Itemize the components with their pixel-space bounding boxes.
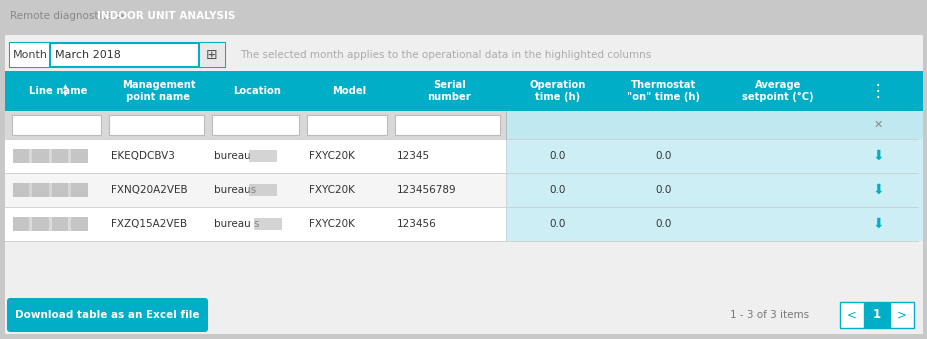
Text: ▲: ▲ bbox=[62, 84, 68, 89]
Text: FXYC20K: FXYC20K bbox=[309, 185, 354, 195]
FancyBboxPatch shape bbox=[32, 183, 49, 197]
Text: INDOOR UNIT ANALYSIS: INDOOR UNIT ANALYSIS bbox=[97, 11, 235, 21]
Text: <: < bbox=[846, 308, 856, 321]
FancyBboxPatch shape bbox=[32, 217, 49, 231]
Text: Download table as an Excel file: Download table as an Excel file bbox=[15, 310, 199, 320]
Text: Operation
time (h): Operation time (h) bbox=[528, 80, 585, 102]
FancyBboxPatch shape bbox=[52, 217, 69, 231]
FancyBboxPatch shape bbox=[864, 302, 888, 328]
FancyBboxPatch shape bbox=[13, 183, 88, 197]
FancyBboxPatch shape bbox=[13, 183, 30, 197]
FancyBboxPatch shape bbox=[32, 149, 49, 163]
FancyBboxPatch shape bbox=[13, 149, 30, 163]
Text: bureau: bureau bbox=[214, 151, 254, 161]
FancyBboxPatch shape bbox=[211, 115, 298, 135]
Text: ⬇: ⬇ bbox=[871, 217, 883, 231]
FancyBboxPatch shape bbox=[12, 115, 101, 135]
Text: The selected month applies to the operational data in the highlighted columns: The selected month applies to the operat… bbox=[240, 50, 651, 60]
FancyBboxPatch shape bbox=[5, 139, 505, 173]
FancyBboxPatch shape bbox=[10, 43, 224, 67]
FancyBboxPatch shape bbox=[5, 35, 922, 71]
Text: FXZQ15A2VEB: FXZQ15A2VEB bbox=[111, 219, 187, 229]
Text: ⬇: ⬇ bbox=[871, 183, 883, 197]
Text: ⬇: ⬇ bbox=[871, 149, 883, 163]
FancyBboxPatch shape bbox=[5, 173, 505, 207]
FancyBboxPatch shape bbox=[505, 111, 922, 139]
Text: 123456789: 123456789 bbox=[397, 185, 456, 195]
Text: 0.0: 0.0 bbox=[654, 219, 671, 229]
FancyBboxPatch shape bbox=[10, 43, 50, 67]
FancyBboxPatch shape bbox=[307, 115, 387, 135]
FancyBboxPatch shape bbox=[71, 217, 88, 231]
FancyBboxPatch shape bbox=[505, 139, 922, 173]
FancyBboxPatch shape bbox=[71, 149, 88, 163]
Text: >: > bbox=[896, 308, 906, 321]
Text: 1: 1 bbox=[872, 308, 880, 321]
Text: Management
point name: Management point name bbox=[121, 80, 195, 102]
FancyBboxPatch shape bbox=[13, 217, 30, 231]
Text: Remote diagnostics >: Remote diagnostics > bbox=[10, 11, 128, 21]
Text: Model: Model bbox=[332, 86, 365, 96]
Text: Serial
number: Serial number bbox=[427, 80, 471, 102]
Text: ⊞: ⊞ bbox=[206, 48, 218, 62]
Text: ✕: ✕ bbox=[872, 120, 882, 130]
Text: bureau s: bureau s bbox=[214, 219, 260, 229]
FancyBboxPatch shape bbox=[52, 149, 69, 163]
Text: 12345: 12345 bbox=[397, 151, 429, 161]
Text: Location: Location bbox=[234, 86, 281, 96]
FancyBboxPatch shape bbox=[0, 0, 927, 32]
FancyBboxPatch shape bbox=[108, 115, 204, 135]
FancyBboxPatch shape bbox=[52, 183, 69, 197]
FancyBboxPatch shape bbox=[254, 218, 282, 230]
FancyBboxPatch shape bbox=[198, 43, 224, 67]
FancyBboxPatch shape bbox=[5, 111, 505, 139]
Text: FXYC20K: FXYC20K bbox=[309, 219, 354, 229]
FancyBboxPatch shape bbox=[889, 302, 913, 328]
Text: 0.0: 0.0 bbox=[654, 185, 671, 195]
Text: 0.0: 0.0 bbox=[654, 151, 671, 161]
FancyBboxPatch shape bbox=[505, 173, 922, 207]
Text: Month: Month bbox=[12, 50, 47, 60]
Text: FXYC20K: FXYC20K bbox=[309, 151, 354, 161]
FancyBboxPatch shape bbox=[395, 115, 500, 135]
Text: bureaus: bureaus bbox=[214, 185, 256, 195]
FancyBboxPatch shape bbox=[248, 150, 276, 162]
FancyBboxPatch shape bbox=[5, 71, 922, 111]
FancyBboxPatch shape bbox=[839, 302, 863, 328]
Text: March 2018: March 2018 bbox=[55, 50, 121, 60]
Text: ⋮: ⋮ bbox=[869, 82, 885, 100]
FancyBboxPatch shape bbox=[248, 184, 276, 196]
FancyBboxPatch shape bbox=[5, 207, 505, 241]
Text: 1 - 3 of 3 items: 1 - 3 of 3 items bbox=[730, 310, 808, 320]
Text: FXNQ20A2VEB: FXNQ20A2VEB bbox=[111, 185, 187, 195]
FancyBboxPatch shape bbox=[7, 298, 208, 332]
Text: 0.0: 0.0 bbox=[549, 185, 565, 195]
Text: 0.0: 0.0 bbox=[549, 151, 565, 161]
FancyBboxPatch shape bbox=[505, 207, 922, 241]
Text: Line name: Line name bbox=[30, 86, 87, 96]
Text: Average
setpoint (°C): Average setpoint (°C) bbox=[742, 80, 813, 102]
Text: ▼: ▼ bbox=[62, 93, 68, 98]
Text: 0.0: 0.0 bbox=[549, 219, 565, 229]
FancyBboxPatch shape bbox=[71, 183, 88, 197]
Text: EKEQDCBV3: EKEQDCBV3 bbox=[111, 151, 174, 161]
FancyBboxPatch shape bbox=[13, 217, 88, 231]
Text: 123456: 123456 bbox=[397, 219, 437, 229]
FancyBboxPatch shape bbox=[5, 37, 922, 334]
FancyBboxPatch shape bbox=[13, 149, 88, 163]
Text: Thermostat
"on" time (h): Thermostat "on" time (h) bbox=[627, 80, 699, 102]
